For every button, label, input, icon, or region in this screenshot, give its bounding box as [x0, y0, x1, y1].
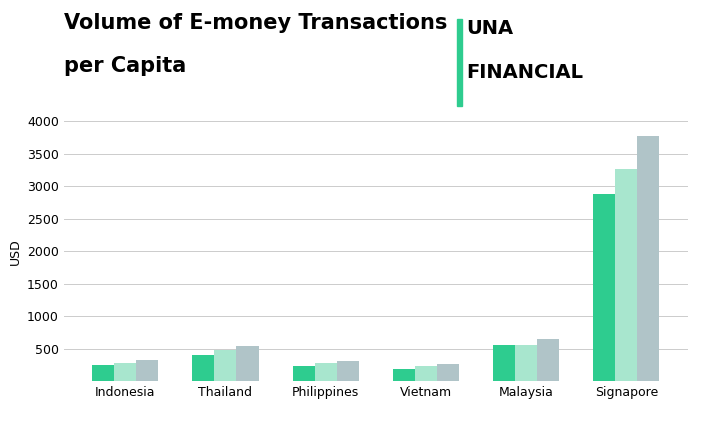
Text: UNA: UNA	[467, 19, 513, 39]
Bar	[493, 345, 515, 381]
Bar	[315, 362, 337, 381]
Bar	[337, 361, 359, 381]
Bar	[192, 355, 214, 381]
Y-axis label: USD: USD	[9, 238, 21, 265]
Bar	[593, 194, 615, 381]
Bar	[92, 365, 114, 381]
Text: Volume of E-money Transactions: Volume of E-money Transactions	[64, 13, 447, 33]
Bar	[114, 362, 136, 381]
Bar	[437, 364, 459, 381]
Bar	[237, 346, 259, 381]
Bar	[515, 345, 537, 381]
Text: FINANCIAL: FINANCIAL	[467, 63, 584, 82]
Bar	[415, 366, 437, 381]
Bar	[637, 136, 659, 381]
Text: per Capita: per Capita	[64, 56, 186, 76]
Bar	[615, 169, 637, 381]
Bar	[214, 350, 237, 381]
Bar	[136, 360, 158, 381]
Bar	[537, 339, 559, 381]
Bar	[293, 366, 315, 381]
Bar	[393, 369, 415, 381]
